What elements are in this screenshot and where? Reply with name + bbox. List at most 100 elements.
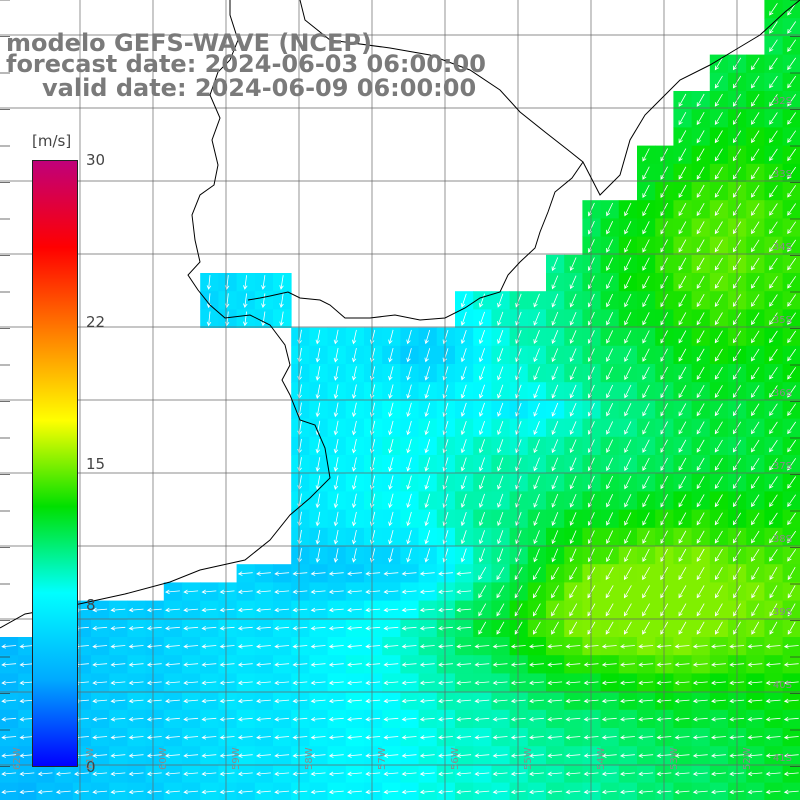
wind-arrow bbox=[751, 476, 760, 489]
wind-arrow bbox=[678, 93, 687, 107]
latitude-label: 37S bbox=[772, 461, 792, 472]
wind-arrow bbox=[765, 753, 781, 758]
wind-arrow bbox=[751, 221, 760, 235]
wind-arrow bbox=[424, 511, 431, 527]
wind-arrow bbox=[128, 716, 144, 722]
wind-arrow bbox=[642, 603, 650, 617]
wind-arrow bbox=[569, 585, 578, 599]
wind-arrow bbox=[274, 662, 290, 667]
wind-arrow bbox=[533, 348, 540, 363]
wind-arrow bbox=[310, 625, 326, 631]
wind-arrow bbox=[787, 567, 796, 581]
wind-arrow bbox=[492, 680, 508, 686]
longitude-label: 55W bbox=[523, 747, 534, 770]
wind-arrow bbox=[333, 475, 339, 491]
wind-arrow bbox=[769, 21, 778, 34]
wind-arrow bbox=[601, 680, 617, 686]
wind-arrow bbox=[442, 439, 449, 454]
wind-arrow bbox=[347, 680, 362, 686]
wind-arrow bbox=[442, 475, 449, 490]
wind-arrow bbox=[620, 680, 635, 686]
wind-arrow bbox=[460, 439, 467, 454]
wind-arrow bbox=[678, 348, 687, 362]
wind-arrow bbox=[424, 384, 431, 399]
wind-arrow bbox=[406, 475, 412, 490]
wind-arrow bbox=[565, 680, 581, 686]
wind-arrow bbox=[642, 384, 650, 399]
wind-arrow bbox=[256, 644, 271, 649]
wind-arrow bbox=[787, 385, 797, 398]
wind-arrow bbox=[383, 698, 399, 704]
wind-arrow bbox=[678, 439, 687, 453]
wind-arrow bbox=[406, 439, 412, 454]
wind-arrow bbox=[514, 621, 523, 635]
wind-arrow bbox=[714, 366, 723, 380]
wind-arrow bbox=[110, 607, 126, 613]
wind-arrow bbox=[533, 330, 540, 344]
wind-arrow bbox=[769, 476, 778, 489]
wind-arrow bbox=[256, 625, 271, 631]
wind-arrow bbox=[419, 771, 435, 777]
wind-arrow bbox=[347, 589, 362, 595]
coastline bbox=[0, 0, 800, 629]
wind-arrow bbox=[497, 420, 504, 436]
wind-arrow bbox=[442, 402, 449, 417]
wind-arrow bbox=[783, 680, 799, 686]
wind-arrow bbox=[388, 420, 394, 436]
wind-arrow bbox=[256, 698, 271, 704]
wind-arrow bbox=[419, 735, 435, 740]
wind-arrow bbox=[492, 771, 508, 777]
wind-arrow bbox=[146, 625, 162, 631]
wind-arrow bbox=[496, 621, 505, 635]
wind-arrow bbox=[606, 202, 614, 217]
valid-date: valid date: 2024-06-09 06:00:00 bbox=[42, 74, 477, 102]
wind-arrow bbox=[438, 662, 453, 667]
wind-arrow bbox=[606, 348, 614, 362]
wind-arrow bbox=[565, 698, 581, 704]
wind-arrow bbox=[606, 475, 614, 490]
wind-arrow bbox=[110, 789, 126, 795]
wind-arrow bbox=[310, 789, 326, 795]
wind-arrow bbox=[497, 402, 504, 417]
wind-arrow bbox=[714, 457, 723, 471]
wind-arrow bbox=[165, 789, 180, 795]
wind-arrow bbox=[478, 384, 485, 399]
wind-arrow bbox=[620, 662, 635, 667]
wind-arrow bbox=[37, 771, 53, 777]
wind-arrow bbox=[497, 384, 504, 399]
wind-arrow bbox=[601, 716, 617, 722]
wind-arrow bbox=[678, 403, 687, 417]
wind-arrow bbox=[478, 420, 485, 436]
wind-arrow bbox=[601, 698, 617, 704]
wind-arrow bbox=[292, 680, 308, 686]
wind-arrow bbox=[674, 753, 690, 758]
wind-arrow bbox=[565, 771, 581, 777]
wind-arrow bbox=[365, 753, 381, 758]
wind-arrow bbox=[438, 698, 453, 704]
wind-arrow bbox=[551, 530, 559, 545]
wind-arrow bbox=[787, 585, 796, 599]
wind-arrow bbox=[711, 735, 726, 740]
wind-arrow bbox=[19, 698, 35, 704]
wind-arrow bbox=[642, 293, 650, 308]
wind-arrow bbox=[601, 662, 617, 667]
wind-arrow bbox=[256, 771, 271, 777]
wind-arrow bbox=[510, 698, 526, 704]
wind-arrow bbox=[787, 166, 797, 180]
wind-arrow bbox=[533, 530, 540, 545]
wind-arrow bbox=[678, 221, 687, 235]
wind-arrow bbox=[456, 771, 472, 777]
wind-arrow bbox=[638, 789, 654, 795]
wind-arrow bbox=[606, 366, 614, 381]
wind-arrow bbox=[783, 789, 799, 795]
wind-arrow bbox=[714, 403, 723, 417]
wind-arrow bbox=[692, 680, 708, 686]
wind-arrow bbox=[55, 771, 71, 777]
wind-arrow bbox=[383, 771, 399, 777]
wind-arrow bbox=[279, 275, 284, 290]
wind-arrow bbox=[128, 698, 144, 704]
wind-arrow bbox=[551, 330, 559, 344]
wind-arrow bbox=[751, 275, 760, 289]
wind-arrow bbox=[783, 753, 799, 758]
wind-arrow bbox=[406, 457, 412, 472]
